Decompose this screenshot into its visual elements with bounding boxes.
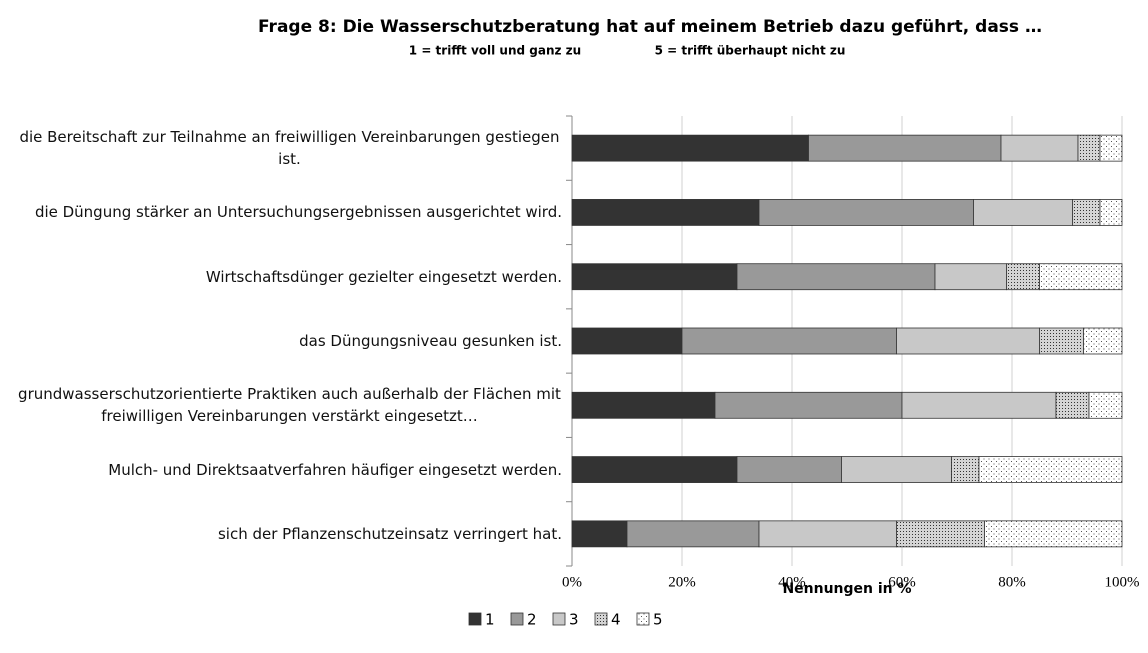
category-label-box: Wirtschaftsdünger gezielter eingesetzt w… <box>0 266 562 288</box>
bar-segment <box>1099 199 1123 226</box>
bar-segment <box>758 199 974 226</box>
bar-segment <box>1072 199 1101 226</box>
subtitle: 5 = trifft überhaupt nicht zu <box>655 44 846 58</box>
bar-segment <box>984 520 1123 548</box>
legend-label: 3 <box>569 611 579 629</box>
x-tick-label: 40% <box>778 574 806 590</box>
bar-segment <box>978 456 1123 483</box>
bar-segment <box>901 391 1057 419</box>
subtitle: 1 = trifft voll und ganz zu <box>409 44 581 58</box>
y-tick-label: grundwasserschutzorientierte Praktiken a… <box>18 385 561 426</box>
legend-label: 1 <box>485 611 495 629</box>
bar-segment <box>841 456 952 483</box>
bar-segment <box>1088 391 1123 419</box>
legend-label: 5 <box>653 611 663 629</box>
bar-segment <box>571 327 683 355</box>
bar-segment <box>1099 134 1123 162</box>
category-label-box: die Bereitschaft zur Teilnahme an freiwi… <box>0 126 562 170</box>
x-axis-title: Nennungen in % <box>782 581 911 597</box>
chart-title: Frage 8: Die Wasserschutzberatung hat au… <box>258 17 1042 37</box>
bar-segment <box>571 134 809 162</box>
bar-segment <box>626 520 760 548</box>
legend-swatch <box>594 612 608 626</box>
legend-label: 4 <box>611 611 621 629</box>
legend-label: 2 <box>527 611 537 629</box>
category-label-box: die Düngung stärker an Untersuchungserge… <box>0 201 562 223</box>
bar-segment <box>973 199 1073 226</box>
y-tick-label: Wirtschaftsdünger gezielter eingesetzt w… <box>205 267 562 286</box>
category-label-box: Mulch- und Direktsaatverfahren häufiger … <box>0 459 562 481</box>
bar-segment <box>571 456 738 483</box>
y-tick-label: die Bereitschaft zur Teilnahme an freiwi… <box>19 128 560 169</box>
x-tick-label: 100% <box>1105 574 1140 590</box>
x-tick-label: 80% <box>998 574 1026 590</box>
legend-swatch <box>552 612 566 626</box>
bar-segment <box>951 456 980 483</box>
bar-segment <box>1000 134 1079 162</box>
x-tick-label: 60% <box>888 574 916 590</box>
legend-swatch <box>510 612 524 626</box>
bar-segment <box>896 520 985 548</box>
bar-segment <box>934 263 1007 291</box>
legend-swatch <box>636 612 650 626</box>
bar-segment <box>681 327 897 355</box>
x-tick-label: 20% <box>668 574 696 590</box>
y-tick-label: das Düngungsniveau gesunken ist. <box>299 332 562 350</box>
bar-segment <box>1077 134 1101 162</box>
legend-swatch <box>468 612 482 626</box>
bar-segment <box>896 327 1040 355</box>
y-tick-label: Mulch- und Direktsaatverfahren häufiger … <box>108 460 562 479</box>
category-label-box: grundwasserschutzorientierte Praktiken a… <box>0 383 562 427</box>
bar-segment <box>736 263 936 291</box>
bar-segment <box>1006 263 1040 291</box>
bar-segment <box>571 263 738 291</box>
category-label-box: das Düngungsniveau gesunken ist. <box>0 330 562 352</box>
y-tick-label: sich der Pflanzenschutzeinsatz verringer… <box>217 524 562 543</box>
bar-segment <box>808 134 1002 162</box>
bar-segment <box>1083 327 1123 355</box>
y-tick-label: die Düngung stärker an Untersuchungserge… <box>34 203 562 222</box>
bar-segment <box>758 520 897 548</box>
bar-segment <box>1039 263 1123 291</box>
category-label-box: sich der Pflanzenschutzeinsatz verringer… <box>0 523 562 545</box>
bar-segment <box>571 520 628 548</box>
bar-segment <box>714 391 903 419</box>
bar-segment <box>1055 391 1090 419</box>
x-tick-label: 0% <box>562 574 582 590</box>
bar-segment <box>1039 327 1084 355</box>
bar-segment <box>571 391 716 419</box>
bar-segment <box>736 456 842 483</box>
bar-segment <box>571 199 760 226</box>
